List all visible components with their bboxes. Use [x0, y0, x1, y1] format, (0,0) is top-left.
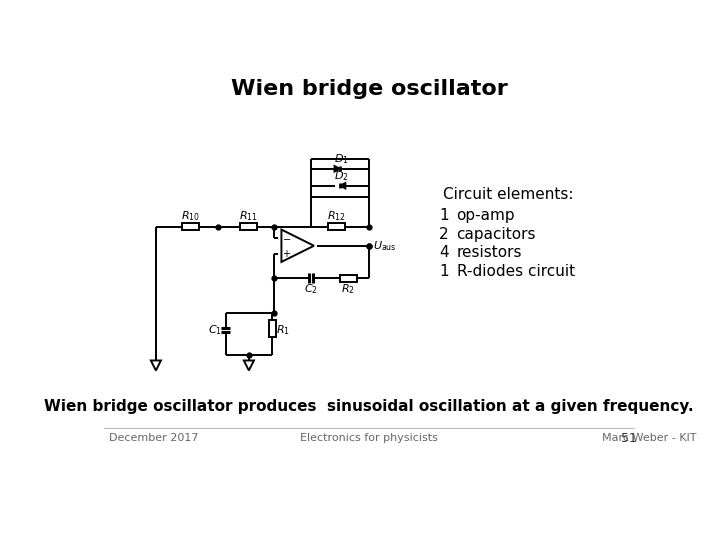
Text: $D_1$: $D_1$: [334, 152, 349, 166]
Text: $R_2$: $R_2$: [341, 282, 355, 296]
Text: $U_{\rm aus}$: $U_{\rm aus}$: [373, 239, 397, 253]
Bar: [328, 223, 345, 230]
Text: Circuit elements:: Circuit elements:: [443, 187, 573, 201]
Text: $+$: $+$: [282, 248, 291, 259]
Bar: [240, 223, 258, 230]
Text: 1: 1: [439, 264, 449, 279]
Text: $C_1$: $C_1$: [208, 323, 222, 336]
Text: $R_{11}$: $R_{11}$: [240, 209, 258, 222]
Text: Marc Weber - KIT: Marc Weber - KIT: [601, 433, 696, 443]
Text: op-amp: op-amp: [456, 208, 516, 223]
Text: capacitors: capacitors: [456, 227, 536, 242]
Text: $D_2$: $D_2$: [334, 169, 349, 183]
Text: $R_1$: $R_1$: [276, 323, 290, 336]
Text: Electronics for physicists: Electronics for physicists: [300, 433, 438, 443]
Text: $-$: $-$: [282, 233, 291, 242]
Polygon shape: [340, 183, 346, 188]
Text: 4: 4: [439, 245, 449, 260]
Text: Wien bridge oscillator: Wien bridge oscillator: [230, 79, 508, 99]
Text: December 2017: December 2017: [109, 433, 199, 443]
Bar: [269, 320, 276, 338]
Text: $C_2$: $C_2$: [304, 282, 318, 296]
Polygon shape: [335, 166, 340, 171]
Text: R-diodes circuit: R-diodes circuit: [456, 264, 575, 279]
Text: resistors: resistors: [456, 245, 522, 260]
Bar: [340, 275, 356, 281]
Bar: [182, 223, 199, 230]
Text: 51: 51: [621, 432, 637, 445]
Text: 2: 2: [439, 227, 449, 242]
Text: 1: 1: [439, 208, 449, 223]
Text: $R_{10}$: $R_{10}$: [181, 209, 200, 222]
Text: $R_{12}$: $R_{12}$: [327, 209, 346, 222]
Text: Wien bridge oscillator produces  sinusoidal oscillation at a given frequency.: Wien bridge oscillator produces sinusoid…: [44, 399, 694, 414]
